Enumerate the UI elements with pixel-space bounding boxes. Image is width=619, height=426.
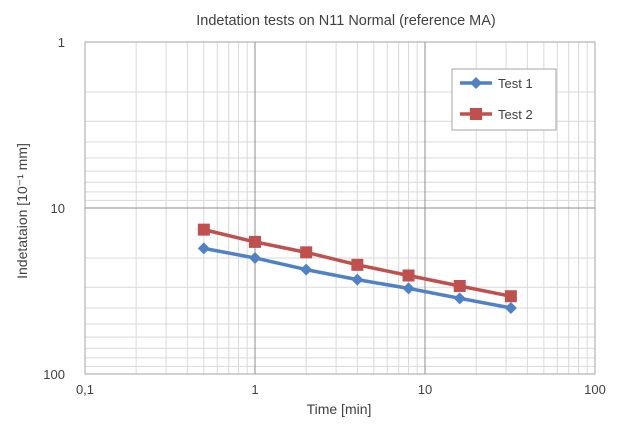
x-tick-labels: 0,1 1 10 100 — [76, 382, 606, 397]
legend-label: Test 2 — [498, 107, 533, 122]
x-tick-label: 100 — [584, 382, 606, 397]
chart-title: Indetation tests on N11 Normal (referenc… — [196, 13, 496, 29]
data-point-square — [197, 223, 210, 236]
legend-marker-diamond — [470, 77, 482, 89]
series-layer — [197, 223, 517, 314]
plot-area — [84, 41, 596, 375]
y-tick-label: 10 — [51, 201, 65, 216]
data-point-square — [351, 258, 364, 271]
legend-box — [451, 68, 557, 131]
data-point-square — [402, 269, 415, 282]
data-point-diamond — [351, 273, 364, 286]
legend: Test 1 Test 2 — [451, 68, 557, 131]
data-point-diamond — [402, 282, 415, 295]
data-point-diamond — [197, 242, 210, 255]
data-point-diamond — [504, 301, 517, 314]
x-tick-label: 1 — [251, 382, 258, 397]
y-tick-label: 100 — [43, 367, 65, 382]
major-gridlines — [85, 42, 595, 374]
data-point-square — [249, 235, 261, 248]
y-tick-labels: 1 10 100 — [43, 35, 65, 382]
legend-label: Test 1 — [498, 76, 533, 91]
data-point-diamond — [453, 292, 466, 305]
x-tick-label: 10 — [418, 382, 432, 397]
data-point-square — [453, 279, 466, 292]
data-point-diamond — [300, 263, 313, 276]
data-point-square — [504, 290, 517, 303]
x-tick-label: 0,1 — [76, 382, 94, 397]
legend-marker-square — [470, 108, 482, 120]
x-axis-label: Time [min] — [307, 401, 372, 417]
data-point-diamond — [249, 251, 261, 264]
y-tick-label: 1 — [58, 35, 65, 50]
y-axis-label: Indetataion [10⁻¹ mm] — [14, 143, 30, 279]
data-point-square — [300, 246, 313, 259]
